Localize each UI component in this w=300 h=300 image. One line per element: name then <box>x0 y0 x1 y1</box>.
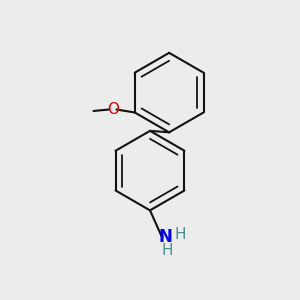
Text: N: N <box>159 228 172 246</box>
Text: H: H <box>175 227 186 242</box>
Text: H: H <box>161 243 173 258</box>
Text: O: O <box>106 102 119 117</box>
